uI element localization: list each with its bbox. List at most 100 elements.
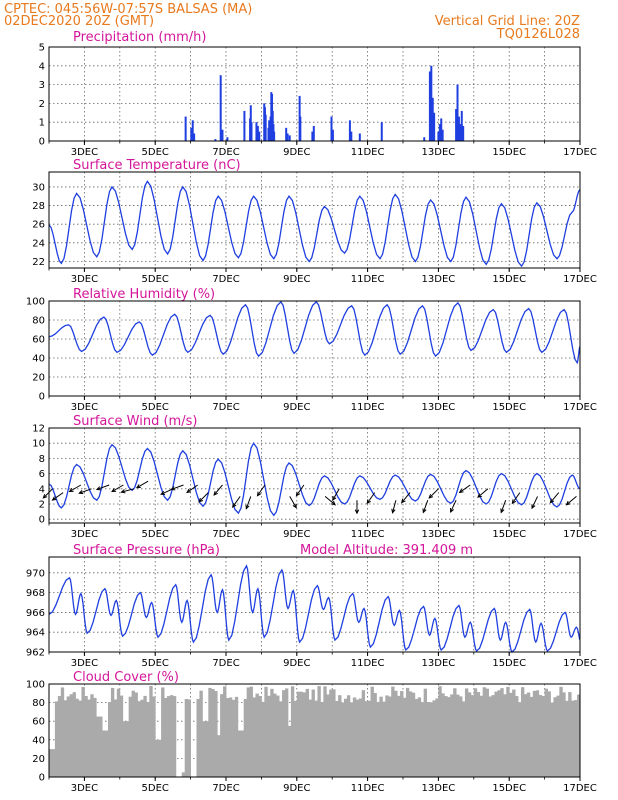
wind-arrow-shaft	[450, 499, 457, 513]
panel-wind: 0 2 4 6 8 10 12 Surface Wind (m/s) 3DEC 5DEC 7DEC 9…	[32, 414, 597, 540]
wind-arrow-shaft	[392, 500, 397, 513]
wind-arrow-shaft	[69, 484, 82, 492]
cloud-bar	[102, 730, 106, 777]
header-grid-note: Vertical Grid Line: 20Z	[435, 14, 580, 29]
y-tick-label: 6	[39, 469, 45, 480]
wind-arrow-head	[450, 507, 455, 514]
y-tick-label: 962	[26, 648, 45, 659]
wind-arrow-head	[292, 503, 297, 509]
cloud-bar	[503, 694, 507, 777]
cloud-bar	[547, 691, 551, 777]
wind-arrow-head	[186, 488, 192, 494]
x-tick-label: 5DEC	[142, 147, 169, 158]
panel-title: Surface Temperature (nC)	[73, 158, 241, 173]
cloud-bar	[532, 690, 537, 777]
x-tick-label: 5DEC	[142, 274, 169, 285]
cloud-bar	[164, 697, 168, 777]
x-tick-label: 9DEC	[283, 658, 310, 669]
cloud-bar	[169, 695, 174, 777]
cloud-bar	[435, 698, 439, 777]
cloud-bar	[491, 695, 495, 777]
precip-bar	[184, 116, 187, 141]
cloud-bar	[181, 772, 186, 777]
cloud-bar	[63, 700, 68, 777]
precip-bar	[286, 133, 289, 141]
cloud-bar	[261, 701, 265, 777]
precip-bar	[288, 135, 291, 141]
cloud-bar	[574, 700, 578, 777]
y-tick-label: 60	[32, 717, 45, 728]
cloud-bar	[246, 687, 250, 777]
precip-bar	[193, 133, 196, 141]
wind-arrow-head	[232, 503, 237, 508]
y-tick-label: 20	[32, 373, 45, 384]
y-tick-label: 4	[39, 61, 45, 72]
cloud-bar	[379, 696, 383, 777]
panel-frame	[48, 171, 581, 269]
cloud-bar	[432, 700, 436, 777]
cloud-bar	[352, 697, 357, 777]
precip-bar	[437, 131, 440, 141]
cloud-bar	[75, 698, 79, 777]
cloud-bar	[509, 692, 513, 777]
cloud-bar	[400, 691, 404, 777]
wind-arrow-shaft	[198, 492, 209, 503]
cloud-bar	[146, 701, 150, 777]
wind-arrow-head	[531, 504, 536, 510]
wind-arrow-shaft	[186, 484, 198, 493]
cloud-bar	[488, 696, 492, 777]
wind-arrow	[458, 484, 471, 494]
x-tick-label: 17DEC	[563, 658, 597, 669]
precip-bar	[428, 71, 431, 141]
wind-arrow	[186, 484, 198, 494]
wind-arrow-shaft	[401, 492, 411, 503]
wind-arrow	[477, 488, 489, 498]
wind-arrow-shaft	[213, 484, 223, 496]
cloud-bar	[559, 686, 563, 777]
cloud-bar	[96, 716, 100, 777]
precip-bar	[255, 122, 258, 141]
wind-line	[48, 441, 581, 517]
precip-bar	[457, 116, 460, 141]
cloud-bar	[249, 686, 253, 777]
wind-arrow-shaft	[550, 492, 560, 503]
wind-arrow-head	[391, 508, 396, 514]
cloud-bar	[515, 696, 519, 777]
cloud-bar	[287, 725, 292, 777]
panel-frame	[48, 46, 581, 142]
cloud-bar	[202, 721, 206, 777]
x-tick-label: 7DEC	[212, 783, 239, 794]
x-tick-label: 13DEC	[422, 658, 456, 669]
y-tick-label: 966	[26, 608, 45, 619]
panel-rh: 0 20 40 60 80 100 Relative Humidity (%) 3DEC 5DE…	[26, 287, 597, 413]
wind-arrow-shaft	[324, 496, 336, 506]
y-tick-label: 3	[39, 80, 45, 91]
precip-bar	[258, 131, 261, 141]
wind-arrow-head	[549, 498, 555, 504]
cloud-bar	[320, 702, 324, 777]
cloud-bar	[196, 698, 200, 777]
cloud-bar	[231, 699, 236, 777]
y-tick-label: 0	[39, 515, 45, 526]
precip-bar	[380, 122, 383, 141]
cloud-bar	[131, 690, 135, 777]
wind-arrow-shaft	[79, 488, 92, 494]
y-tick-label: 80	[32, 316, 45, 327]
wind-arrow-shaft	[136, 480, 149, 489]
wind-arrow	[500, 500, 507, 514]
y-tick-label: 24	[32, 238, 45, 249]
cloud-bar	[105, 730, 109, 777]
precip-bar	[462, 125, 465, 141]
precip-bar	[256, 125, 259, 141]
cloud-bar	[405, 687, 410, 777]
wind-arrow	[256, 484, 266, 497]
wind-arrow	[450, 499, 457, 514]
cloud-bar	[296, 691, 301, 777]
cloud-bar	[220, 694, 224, 777]
wind-arrow	[289, 496, 297, 509]
x-tick-label: 13DEC	[422, 783, 456, 794]
y-tick-label: 20	[32, 754, 45, 765]
cloud-bar	[270, 688, 274, 777]
wind-arrow-head	[331, 500, 336, 506]
wind-arrow	[422, 500, 429, 514]
